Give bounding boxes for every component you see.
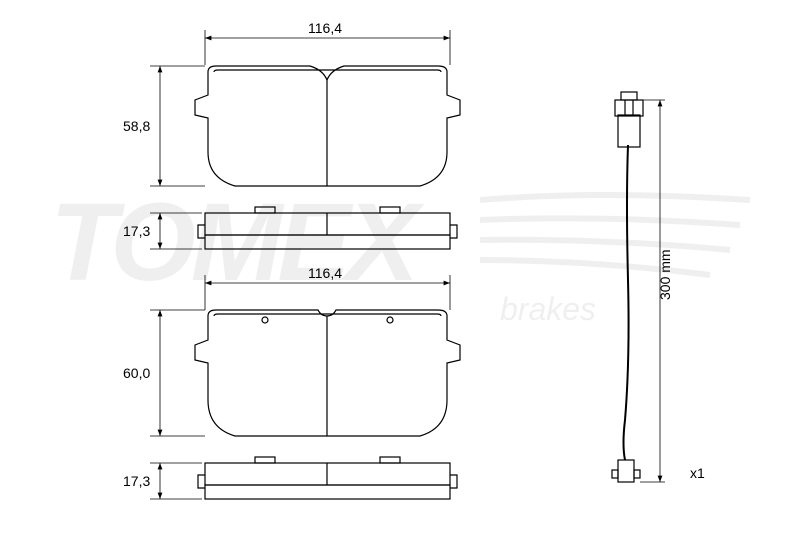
- bottom-width-label: 116,4: [308, 265, 342, 281]
- top-height-label: 58,8: [123, 118, 150, 134]
- wear-sensor: 300 mm x1: [612, 92, 705, 482]
- top-pad-sideview: [198, 207, 457, 249]
- sensor-cable: [624, 145, 629, 460]
- bottom-thickness-label: 17,3: [123, 473, 150, 489]
- top-pad-group: 116,4 58,8 17,3: [123, 20, 460, 249]
- bottom-height-label: 60,0: [123, 365, 150, 381]
- technical-drawing: 116,4 58,8 17,3 116: [0, 0, 800, 534]
- sensor-tip: [612, 460, 640, 482]
- sensor-qty-label: x1: [690, 465, 705, 481]
- bottom-pad-group: 116,4 60,0 17,3: [123, 265, 460, 499]
- sensor-length-label: 300 mm: [657, 249, 673, 300]
- sensor-connector: [615, 92, 643, 147]
- top-width-label: 116,4: [308, 20, 342, 36]
- bottom-pad-sideview: [198, 457, 457, 499]
- top-thickness-label: 17,3: [123, 223, 150, 239]
